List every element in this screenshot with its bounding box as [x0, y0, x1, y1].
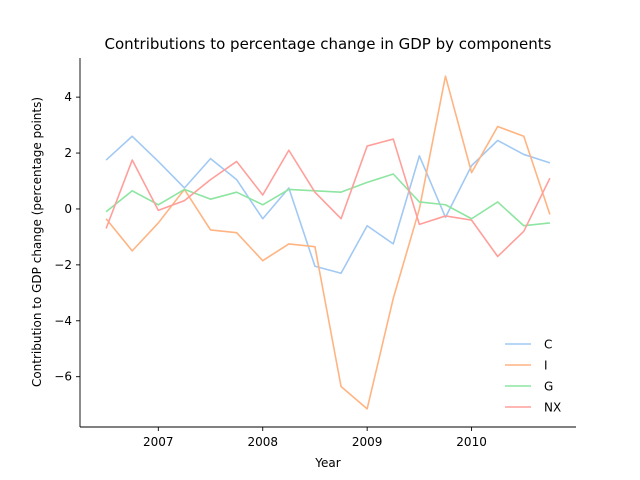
y-tick-label: −2 [54, 258, 72, 272]
series-line-c [105, 135, 551, 275]
x-tick-label: 2010 [456, 435, 487, 449]
x-tick-label: 2007 [143, 435, 174, 449]
legend: CIG NX [505, 338, 561, 415]
y-tick-label: −6 [54, 370, 72, 384]
legend-label-i: I [544, 359, 548, 373]
x-tick-label: 2008 [247, 435, 278, 449]
y-tick-label: 0 [64, 202, 72, 216]
legend-label-g: G [544, 380, 553, 394]
x-tick-label: 2009 [352, 435, 383, 449]
y-tick-label: 4 [64, 90, 72, 104]
series-layer [105, 75, 551, 410]
series-line-g [105, 173, 550, 227]
chart-title: Contributions to percentage change in GD… [105, 35, 552, 53]
axes: −6 −4 −2 0 2 4 2007 2008 2009 2010 [54, 58, 576, 449]
series-line-nx [105, 138, 551, 258]
y-tick-label: 2 [64, 146, 72, 160]
series-line-i [105, 75, 551, 410]
legend-label-c: C [544, 338, 552, 352]
y-tick-label: −4 [54, 314, 72, 328]
x-axis-label: Year [314, 456, 340, 470]
legend-label-nx: NX [544, 401, 561, 415]
y-axis-label: Contribution to GDP change (percentage p… [30, 97, 44, 387]
